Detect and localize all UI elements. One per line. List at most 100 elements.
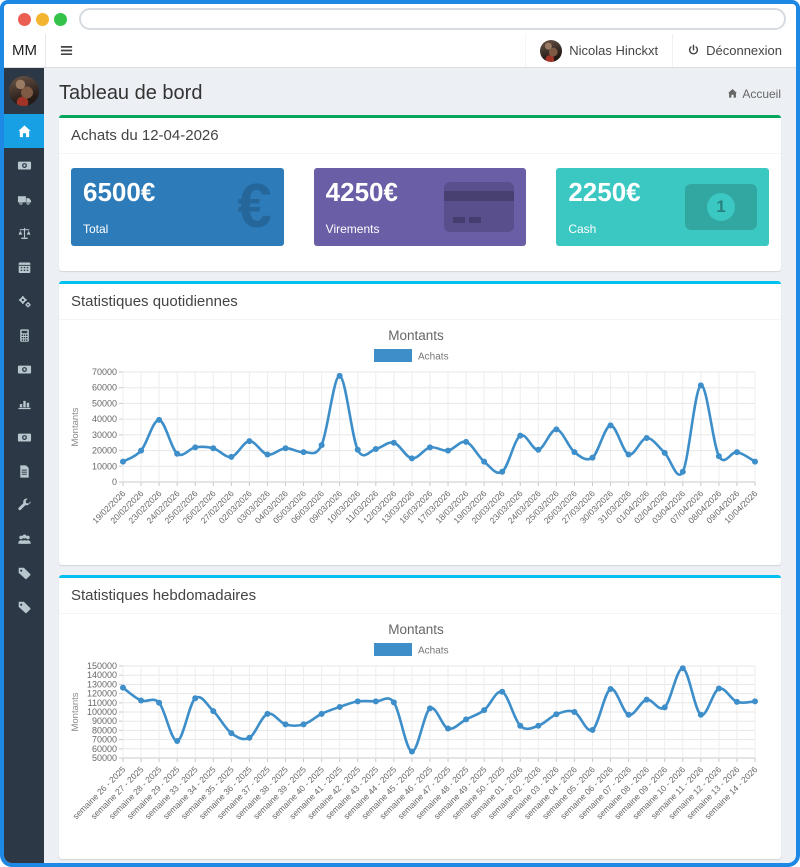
sidebar-item-banknote[interactable] (4, 352, 44, 386)
svg-text:Montants: Montants (388, 328, 444, 343)
total-label: Total (83, 222, 109, 236)
svg-text:50000: 50000 (92, 753, 117, 763)
scales-icon (17, 227, 31, 239)
svg-text:100000: 100000 (87, 707, 117, 717)
virements-label: Virements (325, 222, 380, 236)
svg-text:80000: 80000 (92, 725, 117, 735)
total-card: 6500€ € Total (71, 168, 284, 246)
credit-card-icon (444, 182, 515, 232)
svg-text:140000: 140000 (87, 670, 117, 680)
title-bar (4, 4, 796, 34)
bar-chart-icon (17, 400, 31, 409)
svg-text:Montants: Montants (388, 622, 444, 637)
main-content: Tableau de bord Accueil Achats du 12-04-… (44, 68, 796, 863)
tag-icon (18, 567, 31, 579)
svg-text:Achats: Achats (418, 352, 449, 363)
cash-label: Cash (568, 222, 597, 236)
svg-text:60000: 60000 (92, 744, 117, 754)
minimize-window-icon[interactable] (36, 12, 49, 26)
cash-card: 2250€ 1 Cash (556, 168, 770, 246)
weekly-stats-title: Statistiques hebdomadaires (59, 578, 781, 614)
truck-icon (17, 195, 31, 205)
line-chart-svg: Montants Achats Montants 0 10000 20000 30000 40… (70, 328, 760, 525)
sidebar-item-document[interactable] (4, 454, 44, 488)
svg-text:130000: 130000 (87, 679, 117, 689)
app-header: MM Nicolas Hinckxt Déconnexion (4, 34, 796, 68)
svg-text:10000: 10000 (92, 461, 117, 471)
sidebar-item-gears[interactable] (4, 284, 44, 318)
calendar-icon (18, 261, 30, 273)
weekly-stats-panel: Statistiques hebdomadaires Montants Achat… (59, 575, 781, 859)
logout-button[interactable]: Déconnexion (672, 34, 796, 67)
hamburger-icon (60, 46, 72, 55)
line-chart-svg: Montants Achats Montants 500006000070000800… (70, 622, 760, 821)
svg-text:40000: 40000 (92, 414, 117, 424)
banknote-icon: 1 (685, 184, 758, 230)
page-title: Tableau de bord (59, 82, 203, 104)
svg-text:70000: 70000 (92, 735, 117, 745)
sidebar-toggle-button[interactable] (46, 34, 86, 67)
svg-text:50000: 50000 (92, 398, 117, 408)
sidebar-nav (4, 114, 44, 624)
user-name: Nicolas Hinckxt (569, 43, 659, 58)
sidebar-item-wrench[interactable] (4, 488, 44, 522)
euro-icon: € (237, 172, 272, 241)
banknote-icon (17, 365, 31, 373)
svg-text:Achats: Achats (418, 646, 449, 657)
tag-icon (18, 601, 31, 613)
users-icon (17, 534, 31, 544)
virements-card: 4250€ Virements (313, 168, 527, 246)
wrench-icon (17, 498, 31, 510)
home-icon (17, 124, 31, 137)
daily-chart-canvas: Montants Achats Montants 0 10000 20000 30000 40… (67, 326, 765, 561)
cash-value: 2250€ (568, 177, 641, 207)
gears-icon (18, 295, 31, 307)
app-logo[interactable]: MM (4, 34, 46, 67)
sidebar-avatar[interactable] (9, 76, 39, 106)
svg-text:150000: 150000 (87, 661, 117, 671)
sidebar-item-calculator[interactable] (4, 318, 44, 352)
sidebar-item-users[interactable] (4, 522, 44, 556)
svg-text:60000: 60000 (92, 383, 117, 393)
power-icon (688, 44, 699, 55)
user-avatar (540, 39, 563, 62)
breadcrumb-label: Accueil (742, 86, 781, 101)
sidebar-item-bar-chart[interactable] (4, 386, 44, 420)
sidebar-item-tag[interactable] (4, 590, 44, 624)
virements-value: 4250€ (325, 177, 398, 207)
svg-text:120000: 120000 (87, 689, 117, 699)
banknote-icon (17, 161, 31, 169)
sidebar-item-home[interactable] (4, 114, 44, 148)
calculator-icon (19, 328, 29, 342)
close-window-icon[interactable] (18, 12, 31, 26)
svg-text:0: 0 (112, 477, 117, 487)
svg-text:90000: 90000 (92, 716, 117, 726)
sidebar-item-banknote[interactable] (4, 420, 44, 454)
url-bar[interactable] (79, 8, 786, 30)
svg-text:70000: 70000 (92, 367, 117, 377)
sidebar (4, 68, 44, 863)
document-icon (19, 464, 29, 478)
total-value: 6500€ (83, 177, 156, 207)
sidebar-item-banknote[interactable] (4, 148, 44, 182)
banknote-icon (17, 433, 31, 441)
sidebar-item-truck[interactable] (4, 182, 44, 216)
achats-panel: Achats du 12-04-2026 6500€ € Total 4250€ (59, 115, 781, 271)
maximize-window-icon[interactable] (54, 12, 67, 26)
svg-text:30000: 30000 (92, 430, 117, 440)
svg-text:110000: 110000 (88, 698, 117, 708)
svg-text:20000: 20000 (92, 446, 117, 456)
weekly-chart-canvas: Montants Achats Montants 50000 60000 70000 800… (67, 620, 765, 855)
achats-panel-title: Achats du 12-04-2026 (59, 118, 781, 154)
sidebar-item-tag[interactable] (4, 556, 44, 590)
user-menu[interactable]: Nicolas Hinckxt (525, 34, 672, 67)
sidebar-item-scales[interactable] (4, 216, 44, 250)
svg-text:Montants: Montants (70, 407, 81, 446)
daily-stats-title: Statistiques quotidiennes (59, 284, 781, 320)
daily-stats-panel: Statistiques quotidiennes Montants Achats… (59, 281, 781, 565)
breadcrumb[interactable]: Accueil (727, 87, 781, 101)
home-icon (728, 89, 738, 98)
svg-text:Montants: Montants (70, 692, 81, 731)
sidebar-item-calendar[interactable] (4, 250, 44, 284)
